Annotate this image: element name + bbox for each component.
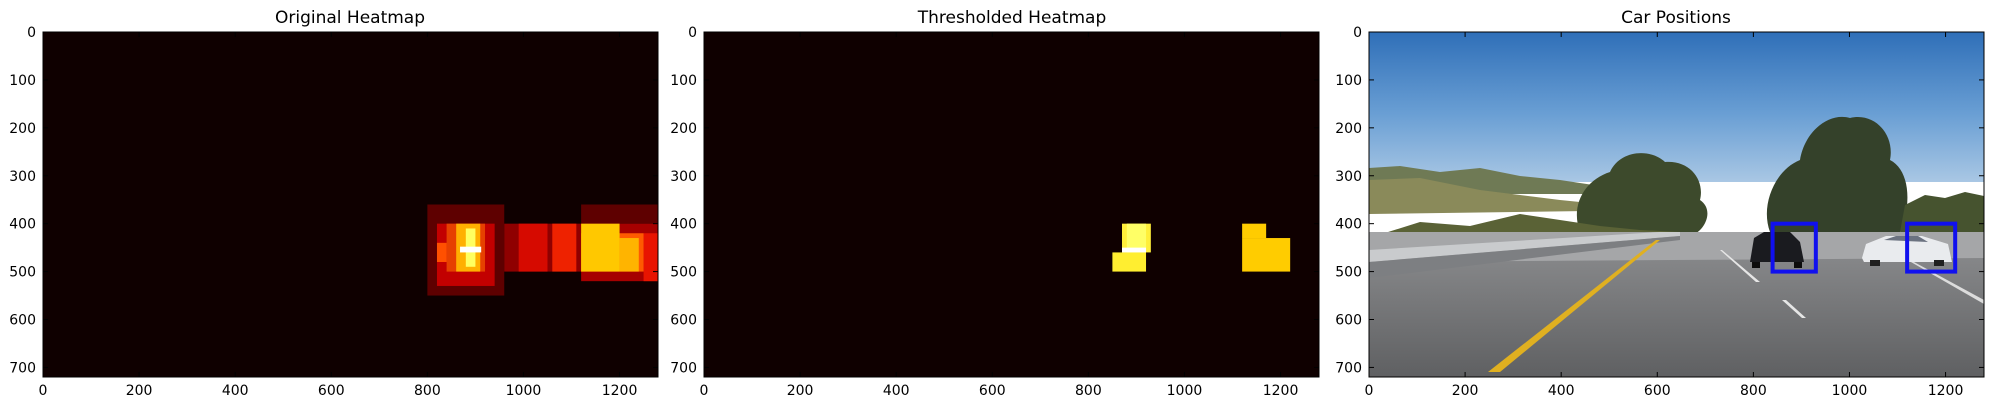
panel-title: Original Heatmap	[275, 8, 425, 28]
y-tick-label: 600	[670, 313, 697, 329]
plot-frame	[703, 31, 1320, 378]
panel-title: Thresholded Heatmap	[917, 8, 1107, 28]
x-tick-label: 200	[1452, 383, 1479, 399]
x-tick-label: 1200	[1928, 383, 1964, 399]
y-tick-label: 200	[670, 121, 697, 137]
heatmap-cell	[436, 242, 447, 262]
heatmap-cell	[1126, 223, 1147, 253]
x-tick-label: 400	[222, 383, 249, 399]
heatmap-cell	[1122, 247, 1147, 253]
heatmap-cell	[552, 223, 577, 272]
heatmap-cell	[619, 238, 639, 272]
y-tick-label: 600	[9, 313, 36, 329]
x-tick-label: 1000	[1832, 383, 1868, 399]
y-tick-label: 300	[670, 169, 697, 185]
y-tick-label: 500	[1335, 265, 1362, 281]
panel-car-positions: Car Positions	[1335, 8, 1985, 399]
axis-ticks: 0 200 400 600 800 1000 1200 0 100 200 300 400 500 600…	[1335, 25, 1984, 399]
lane-line-right	[1890, 250, 1984, 304]
heatmap-background	[704, 32, 1319, 377]
y-tick-label: 600	[1335, 313, 1362, 329]
y-tick-label: 200	[9, 121, 36, 137]
car-black	[1750, 232, 1804, 268]
x-tick-label: 800	[1075, 383, 1102, 399]
tree-right	[1766, 116, 1908, 232]
y-tick-label: 400	[670, 217, 697, 233]
y-tick-label: 700	[670, 360, 697, 376]
y-tick-label: 0	[1353, 25, 1362, 41]
x-tick-label: 1000	[506, 383, 542, 399]
heatmap-cell	[518, 223, 548, 272]
y-tick-label: 0	[688, 25, 697, 41]
trees-far-right	[1900, 192, 1984, 232]
y-tick-label: 200	[1335, 121, 1362, 137]
x-tick-label: 1200	[602, 383, 638, 399]
x-tick-label: 200	[787, 383, 814, 399]
plot-frame	[1368, 31, 1985, 378]
heatmap-cell	[1242, 223, 1267, 239]
y-tick-label: 300	[1335, 169, 1362, 185]
y-tick-label: 0	[27, 25, 36, 41]
y-tick-label: 400	[1335, 217, 1362, 233]
x-tick-label: 0	[700, 383, 709, 399]
heatmap-cell	[581, 204, 658, 224]
x-tick-label: 800	[1740, 383, 1767, 399]
heatmap-cell	[1242, 238, 1291, 272]
y-tick-label: 500	[670, 265, 697, 281]
guardrail	[1369, 232, 1680, 262]
x-tick-label: 1000	[1167, 383, 1203, 399]
detection-boxes	[1770, 221, 1958, 274]
y-tick-label: 700	[9, 360, 36, 376]
y-tick-label: 100	[1335, 73, 1362, 89]
heatmap-cell	[460, 246, 482, 253]
panel-thresholded-heatmap: Thresholded Heatmap 0 200 400 600 800 1000 120…	[670, 8, 1320, 399]
heatmap-cells	[43, 32, 658, 377]
axis-ticks: 0 200 400 600 800 1000 1200 0 100 200 300 400 500 600…	[9, 25, 658, 399]
y-tick-label: 300	[9, 169, 36, 185]
road-photo	[1369, 32, 1984, 377]
y-tick-label: 100	[670, 73, 697, 89]
heatmap-cell	[1112, 252, 1147, 272]
x-tick-label: 1200	[1263, 383, 1299, 399]
x-tick-label: 800	[414, 383, 441, 399]
heatmap-cell	[581, 223, 620, 272]
y-tick-label: 700	[1335, 360, 1362, 376]
detection-box	[1905, 221, 1958, 274]
y-tick-label: 100	[9, 73, 36, 89]
heatmap-cells	[704, 32, 1319, 377]
axis-ticks: 0 200 400 600 800 1000 1200 0 100 200 300 400 500 600…	[670, 25, 1319, 399]
heatmap-cell	[643, 233, 658, 282]
heatmap-background	[43, 32, 658, 377]
x-tick-label: 0	[1365, 383, 1374, 399]
x-tick-label: 400	[1548, 383, 1575, 399]
tree-left	[1576, 153, 1708, 236]
x-tick-label: 400	[883, 383, 910, 399]
x-tick-label: 600	[1644, 383, 1671, 399]
detection-box	[1770, 221, 1818, 274]
y-tick-label: 500	[9, 265, 36, 281]
sky	[1369, 32, 1984, 182]
plot-frame	[42, 31, 659, 378]
lane-line-yellow	[1488, 240, 1660, 372]
x-tick-label: 600	[979, 383, 1006, 399]
panel-title: Car Positions	[1621, 8, 1731, 28]
y-tick-label: 400	[9, 217, 36, 233]
panel-original-heatmap: Original Heatmap 0 200 400 600 800 1000 1200 0 1…	[9, 8, 659, 399]
x-tick-label: 0	[39, 383, 48, 399]
guardrail-shadow	[1369, 236, 1680, 278]
lane-line-dashes	[1720, 250, 1806, 318]
x-tick-label: 200	[126, 383, 153, 399]
x-tick-label: 600	[318, 383, 345, 399]
